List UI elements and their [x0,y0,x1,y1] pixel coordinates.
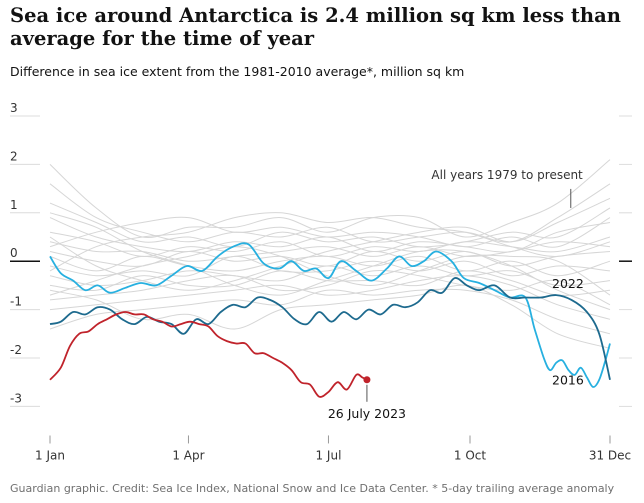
series-line-2016 [49,242,611,388]
background-year-line [49,216,611,248]
y-axis: 3 2 1 0 -1 -2 -3 [10,101,22,405]
background-year-line [49,246,611,296]
chart-subtitle: Difference in sea ice extent from the 19… [10,64,465,79]
y-tick-label: -3 [10,391,22,405]
series-line-2023 [49,311,368,398]
latest-point-marker [363,376,371,384]
background-year-line [49,255,611,277]
latest-date-label: 26 July 2023 [328,406,406,421]
background-year-line [49,270,611,306]
background-year-line [49,275,611,320]
footer-credit: Guardian graphic. Credit: Sea Ice Index,… [10,482,615,495]
grid [10,115,632,407]
x-tick-label: 1 Apr [172,448,204,462]
x-tick-label: 1 Jul [315,448,341,462]
series-label-2022: 2022 [552,276,584,291]
y-tick-label: 0 [10,246,18,260]
series-label-2016: 2016 [552,373,584,388]
x-tick-label: 1 Oct [454,448,486,462]
background-year-line [49,255,611,277]
background-year-line [49,212,611,272]
background-year-line [49,202,611,248]
sea-ice-chart: 3 2 1 0 -1 -2 -3 1 Jan 1 Apr 1 Jul 1 Oct 31 Dec Al… [10,101,632,462]
y-tick-label: 3 [10,101,18,115]
x-tick-label: 1 Jan [35,448,65,462]
annotations: All years 1979 to present 2022 2016 26 J… [328,168,584,421]
y-tick-label: -2 [10,343,22,357]
background-year-line [49,212,611,311]
background-year-line [49,250,611,267]
y-tick-label: -1 [10,295,22,309]
all-years-label: All years 1979 to present [431,168,583,182]
y-tick-label: 1 [10,198,18,212]
x-tick-label: 31 Dec [589,448,631,462]
background-years [49,159,611,349]
y-tick-label: 2 [10,149,18,163]
x-axis: 1 Jan 1 Apr 1 Jul 1 Oct 31 Dec [35,435,631,462]
chart-title: Sea ice around Antarctica is 2.4 million… [10,4,621,50]
background-year-line [49,284,611,349]
background-year-line [49,197,611,291]
background-year-line [49,288,611,335]
series-line-2022 [49,277,611,381]
background-year-line [49,231,611,257]
highlighted-series [49,242,611,398]
